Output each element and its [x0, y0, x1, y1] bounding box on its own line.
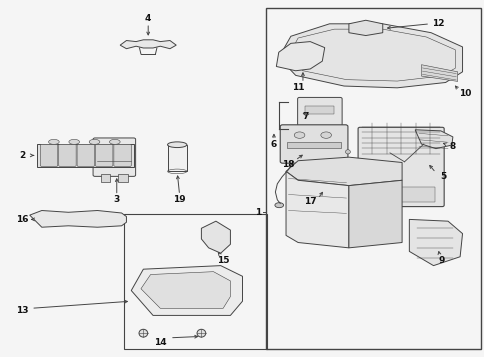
Ellipse shape — [89, 139, 100, 144]
Bar — [366, 187, 434, 202]
Text: 16: 16 — [16, 215, 29, 224]
Ellipse shape — [69, 139, 79, 144]
Polygon shape — [348, 20, 382, 36]
Text: 18: 18 — [282, 160, 294, 169]
FancyBboxPatch shape — [95, 144, 113, 166]
Bar — [167, 145, 186, 171]
Bar — [124, 214, 266, 349]
FancyBboxPatch shape — [280, 125, 347, 163]
Ellipse shape — [345, 150, 349, 154]
FancyBboxPatch shape — [40, 144, 58, 166]
Text: 7: 7 — [302, 112, 308, 121]
Polygon shape — [348, 180, 401, 248]
Text: 12: 12 — [431, 19, 444, 28]
Ellipse shape — [167, 142, 186, 147]
Text: 19: 19 — [173, 195, 185, 204]
Ellipse shape — [294, 132, 304, 138]
Text: 9: 9 — [438, 256, 444, 265]
Text: 17: 17 — [303, 197, 316, 206]
FancyBboxPatch shape — [59, 144, 76, 166]
Text: 2: 2 — [19, 151, 26, 160]
Polygon shape — [414, 130, 452, 149]
Ellipse shape — [274, 203, 283, 208]
Ellipse shape — [320, 132, 331, 138]
Bar — [265, 8, 480, 349]
Text: 6: 6 — [270, 140, 276, 149]
Text: 1: 1 — [255, 208, 261, 217]
Bar — [101, 174, 110, 182]
FancyBboxPatch shape — [93, 138, 136, 176]
Text: 5: 5 — [439, 172, 445, 181]
Polygon shape — [141, 272, 230, 308]
Text: 4: 4 — [145, 14, 151, 23]
Polygon shape — [120, 40, 176, 49]
Polygon shape — [408, 220, 462, 266]
Polygon shape — [276, 41, 324, 71]
Text: 15: 15 — [216, 256, 229, 265]
Text: 11: 11 — [291, 83, 304, 92]
Polygon shape — [131, 266, 242, 316]
Bar — [118, 174, 128, 182]
Polygon shape — [37, 144, 134, 167]
Text: 10: 10 — [458, 89, 470, 98]
FancyBboxPatch shape — [114, 144, 131, 166]
Polygon shape — [278, 24, 462, 88]
FancyBboxPatch shape — [357, 127, 443, 207]
Text: 3: 3 — [113, 195, 120, 204]
FancyBboxPatch shape — [77, 144, 94, 166]
Polygon shape — [286, 157, 401, 186]
FancyBboxPatch shape — [297, 97, 341, 126]
Text: 8: 8 — [449, 142, 455, 151]
Bar — [305, 106, 333, 115]
Text: 14: 14 — [153, 338, 166, 347]
Polygon shape — [30, 211, 126, 227]
Ellipse shape — [139, 329, 148, 337]
Polygon shape — [421, 65, 457, 81]
Text: 13: 13 — [16, 306, 29, 315]
Ellipse shape — [197, 329, 205, 337]
Bar — [287, 142, 340, 148]
Polygon shape — [286, 171, 348, 248]
Polygon shape — [201, 221, 230, 253]
Ellipse shape — [109, 139, 120, 144]
Ellipse shape — [48, 139, 59, 144]
